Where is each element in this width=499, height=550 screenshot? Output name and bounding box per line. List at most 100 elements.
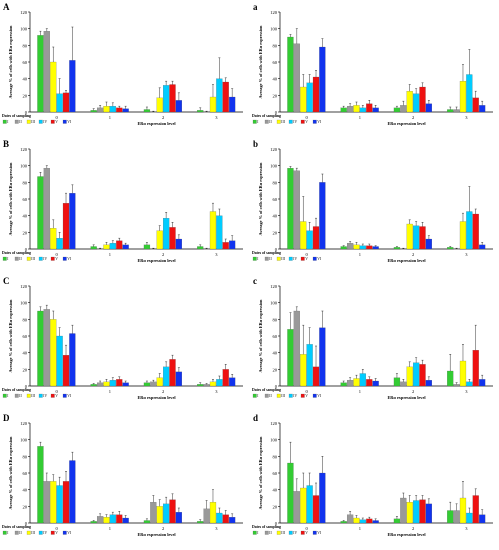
y-tick-label: 60	[23, 197, 28, 202]
x-tick-label: 1	[359, 389, 361, 394]
bar-a-III-1	[353, 105, 360, 113]
bar-D-III-3	[209, 502, 217, 524]
bar-d-I-1	[340, 521, 347, 524]
x-tick-label: 1	[359, 115, 361, 120]
bar-A-II-0	[43, 31, 50, 113]
bar-C-IV-2	[163, 366, 170, 387]
bar-D-III-2	[156, 506, 163, 524]
x-axis-label: ERα expression level	[387, 395, 426, 400]
legend-label-III: III	[281, 394, 285, 398]
bar-a-III-0	[300, 86, 307, 113]
x-tick-label: 2	[162, 389, 164, 394]
bar-a-VI-2	[425, 103, 432, 113]
legend-swatch-III	[26, 530, 31, 535]
legend-swatch-IV	[288, 530, 293, 535]
x-axis-label: ERα expression level	[387, 532, 426, 537]
bar-A-I-0	[37, 35, 44, 113]
bar-a-VI-0	[319, 46, 326, 113]
bar-b-I-1	[340, 246, 347, 250]
legend-swatch-III	[276, 119, 281, 124]
legend-label-IV: IV	[43, 531, 47, 535]
legend-swatch-V	[50, 256, 55, 261]
bar-A-VI-2	[175, 100, 182, 113]
bar-d-I-2	[393, 518, 401, 524]
legend-swatch-VI	[62, 119, 67, 124]
bar-c-IV-2	[413, 362, 420, 387]
bar-d-IV-1	[359, 519, 366, 524]
bar-B-III-2	[156, 230, 163, 250]
y-tick-label: 100	[20, 27, 28, 32]
bar-d-II-2	[400, 497, 407, 524]
y-tick-label: 60	[23, 334, 28, 339]
y-tick-label: 40	[23, 351, 28, 356]
bar-a-I-3	[447, 109, 454, 113]
legend-label-VI: VI	[317, 120, 322, 124]
legend-title: Dates of sampling	[252, 388, 281, 392]
x-tick-label: 2	[412, 252, 414, 257]
x-tick-label: 0	[56, 526, 59, 531]
bar-C-VI-3	[229, 377, 236, 387]
y-axis-label: Average % of cells with ERα expression	[258, 25, 263, 98]
legend-label-VI: VI	[67, 394, 72, 398]
y-tick-label: 100	[20, 164, 28, 169]
bar-A-V-3	[222, 81, 229, 113]
bar-c-IV-1	[359, 373, 366, 387]
x-tick-label: 3	[465, 526, 468, 531]
y-tick-label: 80	[23, 317, 28, 322]
bar-D-IV-2	[163, 503, 170, 524]
legend-label-V: V	[55, 394, 58, 398]
y-tick-label: 20	[23, 93, 28, 98]
bar-C-IV-3	[216, 379, 223, 387]
bar-c-VI-1	[372, 380, 379, 387]
bar-D-IV-1	[109, 514, 116, 524]
y-tick-label: 120	[270, 10, 278, 15]
bar-c-III-2	[406, 366, 413, 387]
bar-D-IV-0	[56, 485, 63, 524]
x-tick-label: 3	[215, 526, 218, 531]
y-tick-label: 80	[273, 454, 278, 459]
legend-swatch-II	[14, 256, 19, 261]
legend-swatch-VI	[62, 256, 67, 261]
legend-label-III: III	[281, 531, 285, 535]
bar-a-III-3	[459, 81, 467, 113]
legend-swatch-VI	[312, 393, 317, 398]
bar-B-IV-1	[109, 243, 116, 250]
y-tick-label: 0	[25, 521, 28, 526]
legend-label-IV: IV	[43, 120, 47, 124]
legend-label-II: II	[269, 120, 272, 124]
panel-letter: b	[253, 139, 258, 149]
bar-b-V-1	[366, 245, 373, 250]
legend-swatch-III	[26, 256, 31, 261]
bar-b-I-2	[393, 247, 401, 250]
x-tick-label: 1	[109, 389, 111, 394]
legend-label-V: V	[305, 120, 308, 124]
legend-swatch-V	[50, 119, 55, 124]
bar-b-V-2	[419, 226, 426, 250]
legend-swatch-V	[50, 393, 55, 398]
legend-swatch-IV	[38, 530, 43, 535]
bar-C-VI-0	[69, 333, 76, 387]
bar-c-II-2	[400, 381, 407, 387]
bar-A-III-3	[209, 96, 217, 113]
y-tick-label: 40	[273, 77, 278, 82]
bar-b-VI-3	[479, 244, 486, 250]
y-tick-label: 100	[270, 301, 278, 306]
x-tick-label: 1	[359, 252, 361, 257]
bar-d-III-2	[406, 502, 413, 524]
legend-label-III: III	[31, 531, 35, 535]
legend-swatch-I	[2, 119, 7, 124]
y-tick-label: 0	[25, 247, 28, 252]
bar-a-IV-2	[413, 93, 420, 113]
y-tick-label: 100	[270, 438, 278, 443]
bar-B-III-0	[50, 228, 57, 250]
legend-swatch-III	[276, 256, 281, 261]
bar-a-II-3	[453, 109, 460, 113]
legend-label-IV: IV	[293, 531, 297, 535]
bar-a-II-1	[346, 106, 354, 113]
panel-letter: B	[3, 139, 9, 149]
y-axis-label: Average % of cells with ERα expression	[8, 25, 13, 98]
